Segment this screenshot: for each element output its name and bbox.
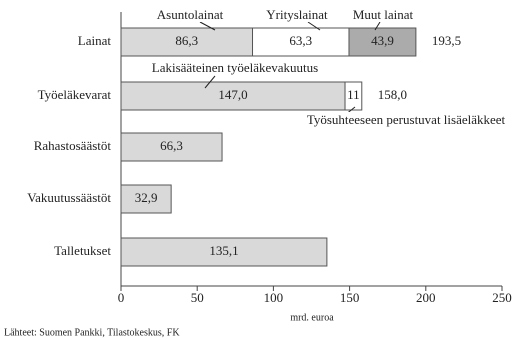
- annotation-bg: [265, 6, 330, 22]
- bar-segment: [120, 237, 328, 267]
- x-tick-label: 150: [340, 290, 360, 305]
- leader-line: [374, 21, 381, 31]
- value-label: 63,3: [289, 33, 312, 48]
- value-label: 66,3: [160, 138, 183, 153]
- annotation: Yrityslainat: [266, 7, 328, 22]
- y-tick-label: Talletukset: [54, 243, 111, 258]
- annotation: Asuntolainat: [157, 7, 224, 22]
- y-tick-label: Vakuutussäästöt: [27, 190, 111, 205]
- bar-segment: [344, 81, 363, 111]
- value-label: 147,0: [218, 87, 247, 102]
- bar-segment: [120, 27, 254, 57]
- x-tick-label: 250: [492, 290, 512, 305]
- x-tick-label: 100: [264, 290, 284, 305]
- annotation-bg: [155, 6, 225, 22]
- leader-line: [307, 21, 321, 31]
- annotation-bg: [351, 6, 415, 22]
- value-label: 32,9: [135, 190, 158, 205]
- annotation: Muut lainat: [353, 7, 414, 22]
- value-label: 43,9: [371, 33, 394, 48]
- x-tick-label: 50: [191, 290, 204, 305]
- y-tick-label: Lainat: [78, 33, 112, 48]
- bar-segment: [252, 27, 350, 57]
- x-axis-label: mrd. euroa: [290, 312, 334, 323]
- annotation-bg: [150, 59, 320, 75]
- x-tick-label: 200: [416, 290, 436, 305]
- annotation: Lakisääteinen työeläkevakuutus: [152, 60, 318, 75]
- annotation: Työsuhteeseen perustuvat lisäeläkkeet: [307, 112, 506, 127]
- y-tick-label: Työeläkevarat: [38, 87, 112, 102]
- value-label: 11: [347, 87, 360, 102]
- leader-line: [199, 21, 216, 31]
- value-label: 86,3: [175, 33, 198, 48]
- source: Lähteet: Suomen Pankki, Tilastokeskus, F…: [4, 327, 180, 338]
- bar-segment: [348, 27, 417, 57]
- x-tick-label: 0: [118, 290, 125, 305]
- bar-segment: [120, 132, 223, 162]
- total-label: 158,0: [378, 87, 407, 102]
- value-label: 135,1: [209, 243, 238, 258]
- leader-line: [204, 75, 216, 89]
- annotation-bg: [305, 111, 507, 127]
- bar-segment: [120, 184, 172, 214]
- y-tick-label: Rahastosäästöt: [34, 138, 112, 153]
- total-label: 193,5: [432, 33, 461, 48]
